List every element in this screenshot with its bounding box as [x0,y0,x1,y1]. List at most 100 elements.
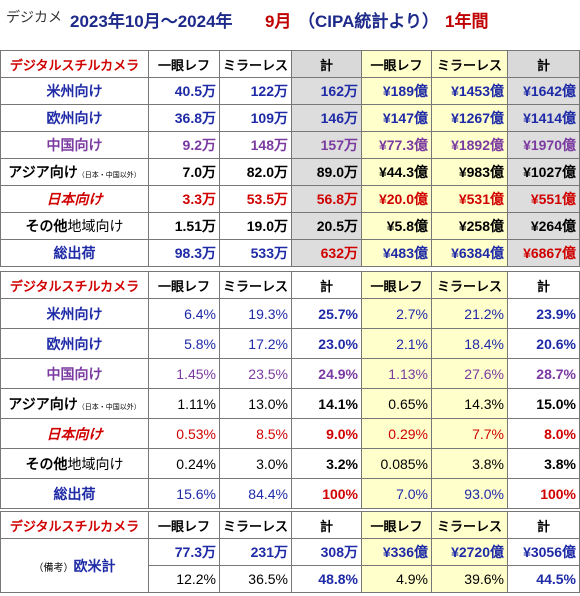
euam-h-mirrorless: ミラーレス [219,511,292,539]
cell: ¥258億 [431,212,508,240]
cell: ¥1892億 [431,131,508,159]
cell: 28.7% [507,358,580,389]
row-label-euam-main: 欧米計 [73,557,116,574]
cell: 14.3% [431,388,508,419]
euam-h-mirrorless-value: ミラーレス [431,511,508,539]
units-h-slr: 一眼レフ [148,50,220,78]
cell: 48.8% [291,565,362,593]
row-label-jp: 日本向け [0,185,149,213]
cell: 3.8% [507,448,580,479]
cell: ¥531億 [431,185,508,213]
units-row-asia: アジア向け（日本・中国以外） 7.0万 82.0万 89.0万 ¥44.3億 ¥… [0,158,580,186]
cell: 0.24% [148,448,220,479]
cell: ¥983億 [431,158,508,186]
cell: ¥20.0億 [361,185,432,213]
cell: 21.2% [431,298,508,329]
cell: ¥1453億 [431,77,508,105]
cell: 100% [507,478,580,509]
cell: 2.7% [361,298,432,329]
share-table: デジタルスチルカメラ 一眼レフ ミラーレス 計 一眼レフ ミラーレス 計 米州向… [0,271,580,509]
cell: 157万 [291,131,362,159]
units-row-other: その他地域向け 1.51万 19.0万 20.5万 ¥5.8億 ¥258億 ¥2… [0,212,580,240]
euam-h-total-value: 計 [507,511,580,539]
cell: 8.5% [219,418,292,449]
cell: ¥1027億 [507,158,580,186]
cell: 1.51万 [148,212,220,240]
cell: 53.5万 [219,185,292,213]
cell: 3.0% [219,448,292,479]
cell: ¥6384億 [431,239,508,267]
cell: 0.65% [361,388,432,419]
cell: 231万 [219,538,292,566]
euam-h-slr-value: 一眼レフ [361,511,432,539]
cell: 23.9% [507,298,580,329]
cell: 632万 [291,239,362,267]
share-h-total-value: 計 [507,271,580,299]
units-h-mirrorless-value: ミラーレス [431,50,508,78]
row-label-asia-main: アジア向け [8,164,78,180]
cell: ¥3056億 [507,538,580,566]
cell: 2.1% [361,328,432,359]
cell: 19.0万 [219,212,292,240]
units-h-mirrorless: ミラーレス [219,50,292,78]
row-label-other-a: その他 [25,218,68,234]
row-label-asia-note: （日本・中国以外） [77,403,141,411]
cell: 39.6% [431,565,508,593]
cell: 9.0% [291,418,362,449]
cell: 56.8万 [291,185,362,213]
page-title: デジカメ 2023年10月～2024年 9月 （CIPA統計より） 1年間 [0,0,580,36]
cell: 122万 [219,77,292,105]
euam-h-total: 計 [291,511,362,539]
cell: 5.8% [148,328,220,359]
row-label-total: 総出荷 [0,478,149,509]
share-h-mirrorless: ミラーレス [219,271,292,299]
row-label-eu: 欧州向け [0,328,149,359]
share-row-eu: 欧州向け 5.8% 17.2% 23.0% 2.1% 18.4% 20.6% [0,328,580,359]
cell: 0.085% [361,448,432,479]
row-label-other-b: 地域向け [67,455,124,472]
cell: 100% [291,478,362,509]
cell: 77.3万 [148,538,220,566]
cell: 0.53% [148,418,220,449]
cell: ¥5.8億 [361,212,432,240]
share-row-us: 米州向け 6.4% 19.3% 25.7% 2.7% 21.2% 23.9% [0,298,580,329]
cell: ¥44.3億 [361,158,432,186]
cell: 7.0万 [148,158,220,186]
cell: 15.0% [507,388,580,419]
row-label-asia-note: （日本・中国以外） [77,172,141,179]
cell: ¥77.3億 [361,131,432,159]
cell: 1.13% [361,358,432,389]
cell: ¥1642億 [507,77,580,105]
row-label-other: その他地域向け [0,448,149,479]
title-period-a: 2023年10月～2024年 [70,12,233,31]
cell: ¥1970億 [507,131,580,159]
cell: 25.7% [291,298,362,329]
cell: 17.2% [219,328,292,359]
cell: 19.3% [219,298,292,329]
cell: 14.1% [291,388,362,419]
units-header-row: デジタルスチルカメラ 一眼レフ ミラーレス 計 一眼レフ ミラーレス 計 [0,50,580,78]
share-row-other: その他地域向け 0.24% 3.0% 3.2% 0.085% 3.8% 3.8% [0,448,580,479]
share-h-slr: 一眼レフ [148,271,220,299]
cell: 162万 [291,77,362,105]
units-h-total: 計 [291,50,362,78]
cell: 7.0% [361,478,432,509]
cell: 1.45% [148,358,220,389]
euam-row-share: 12.2% 36.5% 48.8% 4.9% 39.6% 44.5% [1,565,580,593]
row-label-us: 米州向け [0,298,149,329]
cell: 533万 [219,239,292,267]
cell: 146万 [291,104,362,132]
share-row-jp: 日本向け 0.53% 8.5% 9.0% 0.29% 7.7% 8.0% [0,418,580,449]
title-span: 1年間 [445,12,489,31]
euam-header-row: デジタルスチルカメラ 一眼レフ ミラーレス 計 一眼レフ ミラーレス 計 [0,511,580,539]
row-label-asia: アジア向け（日本・中国以外） [0,158,149,186]
row-label-asia-main: アジア向け [8,395,78,412]
share-row-asia: アジア向け（日本・中国以外） 1.11% 13.0% 14.1% 0.65% 1… [0,388,580,419]
cell: 93.0% [431,478,508,509]
cell: 109万 [219,104,292,132]
cell: ¥147億 [361,104,432,132]
cell: 36.8万 [148,104,220,132]
euam-corner: デジタルスチルカメラ [0,511,149,539]
cell: ¥1267億 [431,104,508,132]
row-label-cn: 中国向け [0,131,149,159]
